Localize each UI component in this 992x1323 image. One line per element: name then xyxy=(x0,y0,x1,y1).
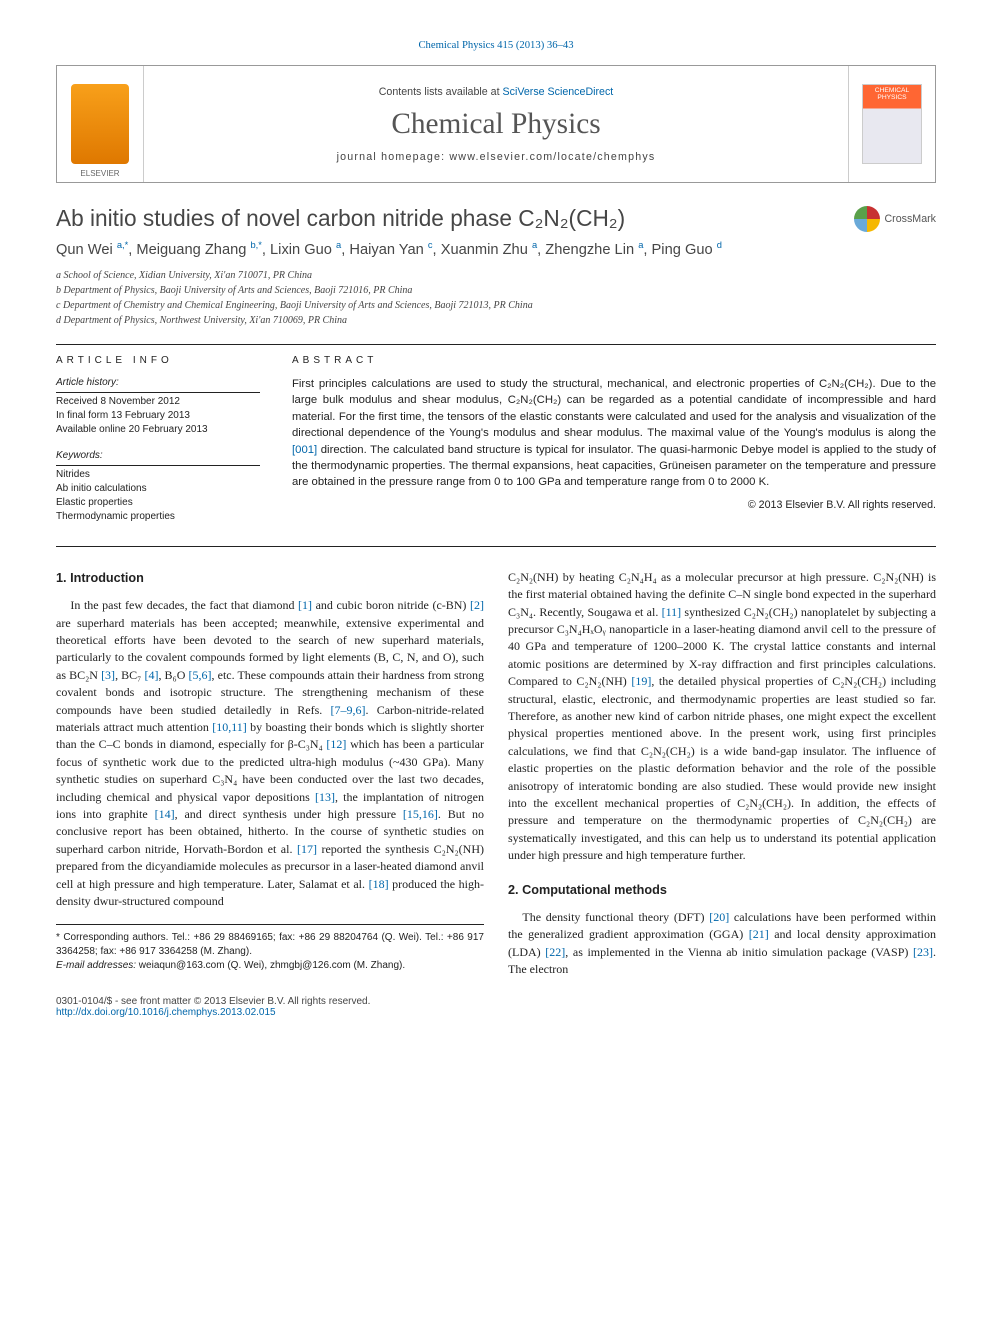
cover-icon: CHEMICAL PHYSICS xyxy=(862,84,922,164)
affiliation: d Department of Physics, Northwest Unive… xyxy=(56,313,936,328)
history-line: Available online 20 February 2013 xyxy=(56,423,260,437)
contents-line: Contents lists available at SciVerse Sci… xyxy=(379,86,614,98)
publisher-header: Contents lists available at SciVerse Sci… xyxy=(56,65,936,183)
body-text: 1. Introduction In the past few decades,… xyxy=(56,569,936,979)
sciencedirect-link[interactable]: SciVerse ScienceDirect xyxy=(503,86,614,98)
keyword: Nitrides xyxy=(56,468,260,482)
crossmark-icon xyxy=(854,206,880,232)
intro-paragraph-continued: C₂N₂(NH) by heating C₂N₄H₄ as a molecula… xyxy=(508,569,936,865)
keyword: Elastic properties xyxy=(56,496,260,510)
affiliation: c Department of Chemistry and Chemical E… xyxy=(56,298,936,313)
article-info-column: ARTICLE INFO Article history: Received 8… xyxy=(56,345,276,546)
history-line: Received 8 November 2012 xyxy=(56,395,260,409)
keywords-heading: Keywords: xyxy=(56,449,260,466)
crossmark-label: CrossMark xyxy=(884,213,936,225)
page-footer: 0301-0104/$ - see front matter © 2013 El… xyxy=(56,996,936,1018)
footnotes: * Corresponding authors. Tel.: +86 29 88… xyxy=(56,924,484,973)
crossmark-badge[interactable]: CrossMark xyxy=(854,206,936,232)
issn-line: 0301-0104/$ - see front matter © 2013 El… xyxy=(56,996,936,1007)
article-info-heading: ARTICLE INFO xyxy=(56,355,260,366)
abstract-text: First principles calculations are used t… xyxy=(292,376,936,491)
affiliation: a School of Science, Xidian University, … xyxy=(56,268,936,283)
journal-name: Chemical Physics xyxy=(391,108,600,141)
email-addresses: weiaqun@163.com (Q. Wei), zhmgbj@126.com… xyxy=(136,960,405,971)
section-heading-intro: 1. Introduction xyxy=(56,569,484,587)
email-line: E-mail addresses: weiaqun@163.com (Q. We… xyxy=(56,959,484,973)
author-list: Qun Wei a,*, Meiguang Zhang b,*, Lixin G… xyxy=(56,240,936,258)
elsevier-logo xyxy=(57,66,143,182)
corresponding-author-note: * Corresponding authors. Tel.: +86 29 88… xyxy=(56,931,484,959)
methods-paragraph: The density functional theory (DFT) [20]… xyxy=(508,909,936,979)
keyword: Ab initio calculations xyxy=(56,482,260,496)
header-center: Contents lists available at SciVerse Sci… xyxy=(143,66,849,182)
abstract-column: ABSTRACT First principles calculations a… xyxy=(276,345,936,546)
intro-paragraph: In the past few decades, the fact that d… xyxy=(56,597,484,910)
affiliation: b Department of Physics, Baoji Universit… xyxy=(56,283,936,298)
affiliations: a School of Science, Xidian University, … xyxy=(56,268,936,328)
journal-homepage: journal homepage: www.elsevier.com/locat… xyxy=(337,151,656,163)
email-label: E-mail addresses: xyxy=(56,960,136,971)
doi-link[interactable]: http://dx.doi.org/10.1016/j.chemphys.201… xyxy=(56,1007,276,1018)
article-title: Ab initio studies of novel carbon nitrid… xyxy=(56,205,854,232)
abstract-heading: ABSTRACT xyxy=(292,355,936,366)
journal-cover-thumbnail: CHEMICAL PHYSICS xyxy=(849,66,935,182)
info-abstract-block: ARTICLE INFO Article history: Received 8… xyxy=(56,344,936,547)
section-heading-methods: 2. Computational methods xyxy=(508,881,936,899)
elsevier-tree-icon xyxy=(71,84,129,164)
history-line: In final form 13 February 2013 xyxy=(56,409,260,423)
journal-reference: Chemical Physics 415 (2013) 36–43 xyxy=(56,40,936,51)
keyword: Thermodynamic properties xyxy=(56,510,260,524)
abstract-copyright: © 2013 Elsevier B.V. All rights reserved… xyxy=(292,499,936,511)
history-heading: Article history: xyxy=(56,376,260,393)
contents-prefix: Contents lists available at xyxy=(379,86,503,98)
